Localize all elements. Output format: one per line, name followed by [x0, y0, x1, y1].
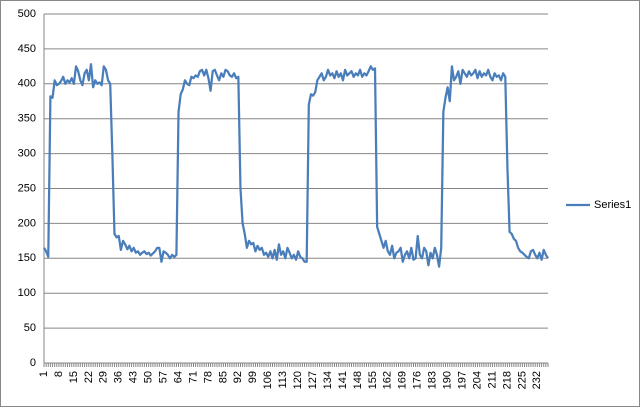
x-tick-label: 204 [471, 371, 483, 389]
x-tick-label: 22 [83, 371, 95, 383]
y-tick-label: 100 [18, 287, 36, 299]
x-tick-label: 232 [531, 371, 543, 389]
y-tick-label: 150 [18, 252, 36, 264]
x-tick-label: 148 [352, 371, 364, 389]
x-tick-label: 15 [68, 371, 80, 383]
x-tick-label: 36 [113, 371, 125, 383]
x-tick-label: 155 [367, 371, 379, 389]
x-tick-label: 134 [322, 371, 334, 389]
x-tick-label: 218 [501, 371, 513, 389]
y-tick-label: 0 [30, 357, 36, 369]
y-tick-label: 350 [18, 113, 36, 125]
y-tick-label: 450 [18, 43, 36, 55]
x-tick-label: 120 [292, 371, 304, 389]
x-tick-label: 1 [38, 371, 50, 377]
x-tick-label: 183 [427, 371, 439, 389]
x-tick-label: 169 [397, 371, 409, 389]
x-tick-label: 190 [442, 371, 454, 389]
y-tick-label: 250 [18, 182, 36, 194]
legend-label: Series1 [594, 199, 631, 211]
x-tick-label: 92 [232, 371, 244, 383]
x-tick-label: 141 [337, 371, 349, 389]
x-tick-label: 225 [516, 371, 528, 389]
x-tick-label: 43 [128, 371, 140, 383]
x-tick-label: 106 [262, 371, 274, 389]
x-tick-label: 162 [382, 371, 394, 389]
x-tick-label: 99 [247, 371, 259, 383]
series-line [43, 63, 549, 268]
x-tick-label: 85 [217, 371, 229, 383]
x-tick-label: 64 [172, 371, 184, 383]
x-tick-label: 78 [202, 371, 214, 383]
x-tick-label: 8 [53, 371, 65, 377]
x-tick-label: 50 [143, 371, 155, 383]
y-tick-label: 500 [18, 8, 36, 20]
x-tick-label: 71 [187, 371, 199, 383]
x-tick-label: 127 [307, 371, 319, 389]
x-tick-label: 176 [412, 371, 424, 389]
y-tick-label: 400 [18, 78, 36, 90]
y-tick-label: 300 [18, 148, 36, 160]
x-tick-label: 29 [98, 371, 110, 383]
x-tick-label: 211 [486, 371, 498, 389]
x-tick-label: 197 [456, 371, 468, 389]
x-tick-label: 57 [157, 371, 169, 383]
y-tick-label: 200 [18, 217, 36, 229]
x-tick-label: 113 [277, 371, 289, 389]
y-tick-label: 50 [24, 322, 36, 334]
